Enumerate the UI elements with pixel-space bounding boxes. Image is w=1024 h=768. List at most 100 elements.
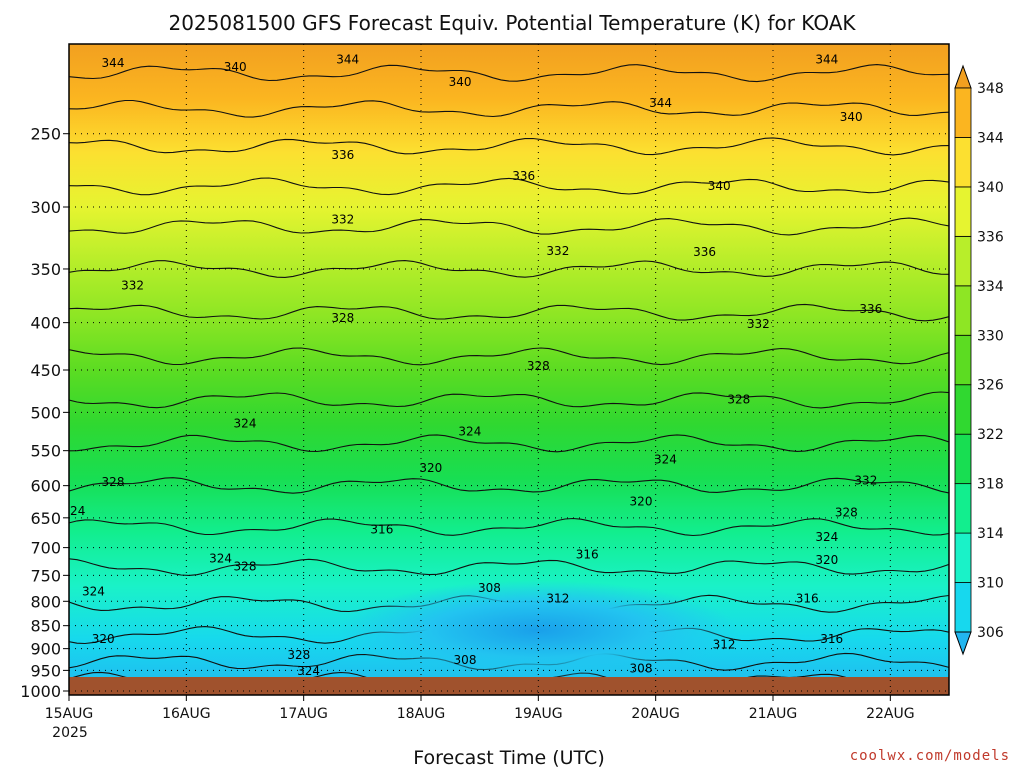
contour-line — [69, 303, 949, 322]
y-axis: 250 300 350 400 450 500 550 600 650 700 750 800 850 9… — [20, 125, 69, 701]
contour-line — [69, 64, 949, 83]
contour-label: 324 — [815, 530, 838, 544]
colorbar-tick-label: 348 — [977, 81, 1004, 97]
colorbar-segment — [954, 483, 972, 534]
contour-label: 332 — [854, 473, 877, 487]
contour-label: 324 — [82, 585, 105, 599]
x-tick-label: 19AUG — [514, 706, 563, 722]
colorbar-tick-label: 310 — [977, 576, 1004, 592]
colorbar-segment — [954, 137, 972, 188]
y-tick-label: 700 — [30, 539, 61, 558]
y-tick-label: 850 — [30, 617, 61, 636]
contour-label: 324 — [654, 453, 677, 467]
contour-label: 324 — [62, 504, 85, 518]
contour-label: 340 — [224, 60, 247, 74]
contour-label: 340 — [708, 179, 731, 193]
contour-label: 328 — [527, 359, 550, 373]
contour-label: 316 — [820, 632, 843, 646]
contour-line — [69, 260, 949, 278]
contour-label: 320 — [92, 632, 115, 646]
y-tick-label: 400 — [30, 314, 61, 333]
colorbar-tick-label: 306 — [977, 625, 1004, 641]
contour-line — [69, 517, 949, 537]
contour-label: 336 — [859, 302, 882, 316]
colorbar-segment — [954, 532, 972, 583]
contour-label: 328 — [102, 475, 125, 489]
contour-label: 340 — [449, 75, 472, 89]
colorbar-tick-label: 314 — [977, 526, 1004, 542]
x-tick-label: 18AUG — [397, 706, 446, 722]
contour-label: 336 — [331, 148, 354, 162]
plot-area: 344 340 344 340 344 344 340 336 336 340 332 336 332 3… — [62, 44, 949, 695]
contour-label: 308 — [630, 662, 653, 676]
colorbar-extend-bottom — [954, 631, 972, 656]
colorbar: 306 310 314 318 322 326 330 334 336 340 344 348 — [954, 64, 1004, 656]
colorbar-segment — [954, 582, 972, 633]
x-axis-label: Forecast Time (UTC) — [413, 747, 604, 768]
x-tick-label: 17AUG — [279, 706, 328, 722]
contour-label: 332 — [546, 244, 569, 258]
credit-text: coolwx.com/models — [850, 748, 1010, 764]
contour-line — [69, 434, 949, 453]
contour-label: 308 — [478, 581, 501, 595]
grid-lines — [69, 44, 949, 695]
contour-line — [69, 137, 949, 156]
contour-label: 328 — [287, 648, 310, 662]
contour-label: 312 — [546, 591, 569, 605]
contour-label: 324 — [297, 664, 320, 678]
contour-label: 344 — [336, 52, 359, 66]
y-tick-label: 900 — [30, 640, 61, 659]
x-tick-label: 15AUG — [45, 706, 94, 722]
contour-line — [69, 558, 949, 576]
cold-pool — [338, 580, 739, 681]
ground-surface — [69, 677, 949, 695]
contour-label: 344 — [649, 96, 672, 110]
colorbar-tick-label: 322 — [977, 427, 1004, 443]
colorbar-extend-top — [954, 64, 972, 89]
contour-label: 340 — [840, 110, 863, 124]
colorbar-tick-label: 334 — [977, 279, 1004, 295]
y-tick-label: 550 — [30, 442, 61, 461]
y-tick-label: 950 — [30, 661, 61, 680]
colorbar-segment — [954, 334, 972, 386]
colorbar-tick-label: 330 — [977, 328, 1004, 344]
contour-line — [69, 217, 949, 236]
colorbar-segment — [954, 186, 972, 237]
x-tick-label: 21AUG — [749, 706, 798, 722]
contour-label: 324 — [234, 417, 257, 431]
colorbar-segment — [954, 285, 972, 336]
colorbar-segment — [954, 87, 972, 138]
y-tick-label: 450 — [30, 361, 61, 380]
contour-label: 344 — [102, 56, 125, 70]
colorbar-tick-label: 340 — [977, 180, 1004, 196]
y-tick-label: 750 — [30, 566, 61, 585]
contour-label: 336 — [512, 169, 535, 183]
contour-label: 316 — [576, 548, 599, 562]
y-tick-label: 500 — [30, 403, 61, 422]
colorbar-tick-label: 336 — [977, 229, 1004, 245]
x-axis: 15AUG 16AUG 17AUG 18AUG 19AUG 20AUG 21AUG 22AUG — [45, 695, 915, 722]
x-tick-label: 20AUG — [631, 706, 680, 722]
colorbar-tick-label: 326 — [977, 378, 1004, 394]
chart-title: 2025081500 GFS Forecast Equiv. Potential… — [168, 11, 856, 35]
contour-label: 324 — [458, 424, 481, 438]
contour-label: 320 — [815, 553, 838, 567]
contour-label: 332 — [121, 278, 144, 292]
contour-line — [69, 391, 949, 409]
contour-label: 324 — [209, 551, 232, 565]
contour-labels: 344 340 344 340 344 344 340 336 336 340 332 336 332 3… — [62, 52, 882, 678]
contour-label: 336 — [693, 245, 716, 259]
contour-label: 344 — [815, 52, 838, 66]
contour-line — [69, 177, 949, 196]
contour-line — [69, 347, 949, 366]
y-tick-label: 300 — [30, 198, 61, 217]
x-tick-label: 16AUG — [162, 706, 211, 722]
y-tick-label: 650 — [30, 509, 61, 528]
colorbar-tick-label: 344 — [977, 130, 1004, 146]
colorbar-segment — [954, 384, 972, 435]
contour-label: 332 — [747, 317, 770, 331]
contour-label: 328 — [835, 505, 858, 519]
cold-pool-shape — [338, 580, 739, 681]
colorbar-tick-label: 318 — [977, 477, 1004, 493]
